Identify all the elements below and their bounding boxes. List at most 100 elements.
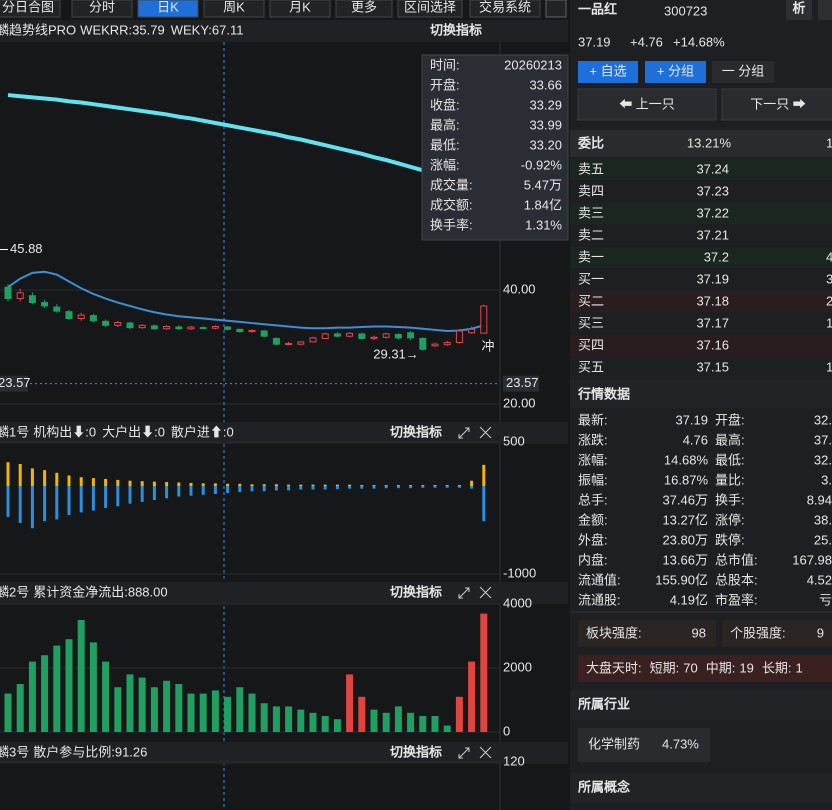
indicator-bar [248,693,256,732]
tab-button[interactable] [269,0,331,18]
indicator-title: 麟趋势线PRO [0,22,76,37]
indicator-bar [348,486,352,489]
candle-body [77,314,85,319]
indicator-bar [28,661,36,732]
close-icon[interactable] [479,426,492,439]
indicator-bar [150,687,158,732]
indicator-bar [272,706,280,732]
nav-button[interactable] [721,88,832,121]
action-button[interactable] [712,61,774,83]
indicator-bar [177,486,181,497]
quote-label: 外盘: [578,532,608,547]
indicator-bar [370,709,378,732]
book-label: 买五 [578,359,604,374]
expand-icon[interactable] [458,747,470,759]
indicator-bar [250,484,254,486]
tooltip-value: 1.31% [525,217,562,232]
indicator-bar [360,485,364,487]
tab-button[interactable] [335,0,393,18]
indicator-bar [333,719,341,732]
strength-box [722,620,832,647]
indicator-value: WEKY:67.11 [171,22,244,37]
indicator-bar [419,716,427,732]
action-label: 一 分组 [722,63,765,78]
indicator-bar [407,712,415,732]
market-text: 中期: [706,660,736,675]
book-row [570,357,832,378]
quote-value: 32. [814,412,832,427]
panel-header [0,20,568,42]
tab-button[interactable] [0,0,61,18]
expand-icon[interactable] [458,427,470,439]
tab-label: 区间选择 [404,0,456,14]
indicator-bar [323,484,327,486]
book-row [570,225,832,246]
strength-label: 板块强度: [586,625,642,640]
indicator-bar [67,475,71,486]
book-volume: 1 [826,359,832,374]
candle-body [150,325,158,330]
y-tick-label: 500 [503,433,525,448]
indicator-bar [187,693,195,732]
indicator-bar [189,486,193,496]
tab-button[interactable] [469,0,541,18]
switch-indicator[interactable]: 切换指标 [390,584,442,599]
tooltip-label: 最高: [430,117,460,132]
stock-code: 300723 [664,3,707,18]
candle-body [480,305,488,334]
close-icon[interactable] [479,586,492,599]
y-tick-label: -1000 [503,565,536,580]
indicator-bar [128,480,132,486]
toolbar-icon[interactable] [545,0,567,18]
book-row [570,159,832,180]
switch-indicator[interactable]: 切换指标 [390,744,442,759]
tooltip [421,54,569,241]
candle-body [455,330,463,343]
indicator-bar [226,486,230,494]
tooltip-label: 最低: [430,137,460,152]
quote-label: 总市值: [715,552,758,567]
quote-label: 最新: [578,412,608,427]
indicator-value: 机构出⬇:0 [33,424,96,439]
change: +4.76 [630,34,663,49]
indicator-bar [116,486,120,507]
indicator-bar [163,680,171,732]
candle-body [236,328,244,333]
indicator-bar [201,486,205,495]
indicator-bar [55,486,59,520]
price: 37.19 [578,34,611,49]
expand-icon[interactable] [458,587,470,599]
indicator-bar [79,486,83,513]
indicator-bar [18,464,22,486]
industry-chip[interactable] [578,728,710,762]
switch-indicator[interactable]: 切换指标 [390,424,442,439]
tab-button[interactable] [203,0,265,18]
tool-button[interactable] [818,0,832,20]
y-tick-label: 2000 [503,659,532,674]
quote-value: 3. [821,472,832,487]
tool-button[interactable] [786,0,812,20]
action-button[interactable] [645,61,706,83]
tab-button[interactable] [397,0,463,18]
market-text: 长期: [762,660,792,675]
market-text: 大盘天时: [586,660,642,675]
candle-body [175,326,183,330]
indicator-bar [433,485,437,487]
indicator-bar [55,472,59,486]
candle-body [114,321,122,326]
action-button[interactable] [578,61,638,83]
close-icon[interactable] [479,746,492,759]
indicator-bar [199,693,207,732]
switch-indicator[interactable]: 切换指标 [430,22,482,37]
book-volume: 2 [826,293,832,308]
indicator-bar [140,481,144,486]
tab-button[interactable] [71,0,133,18]
tab-button[interactable] [137,0,199,18]
tooltip-label: 涨幅: [430,157,460,172]
y-tick-label: 40.00 [503,281,536,296]
nav-button[interactable] [577,88,717,121]
strength-value: 9 [817,625,824,640]
indicator-bar [262,486,266,492]
stock-name: 一品红 [578,1,617,16]
indicator-bar [274,486,278,491]
